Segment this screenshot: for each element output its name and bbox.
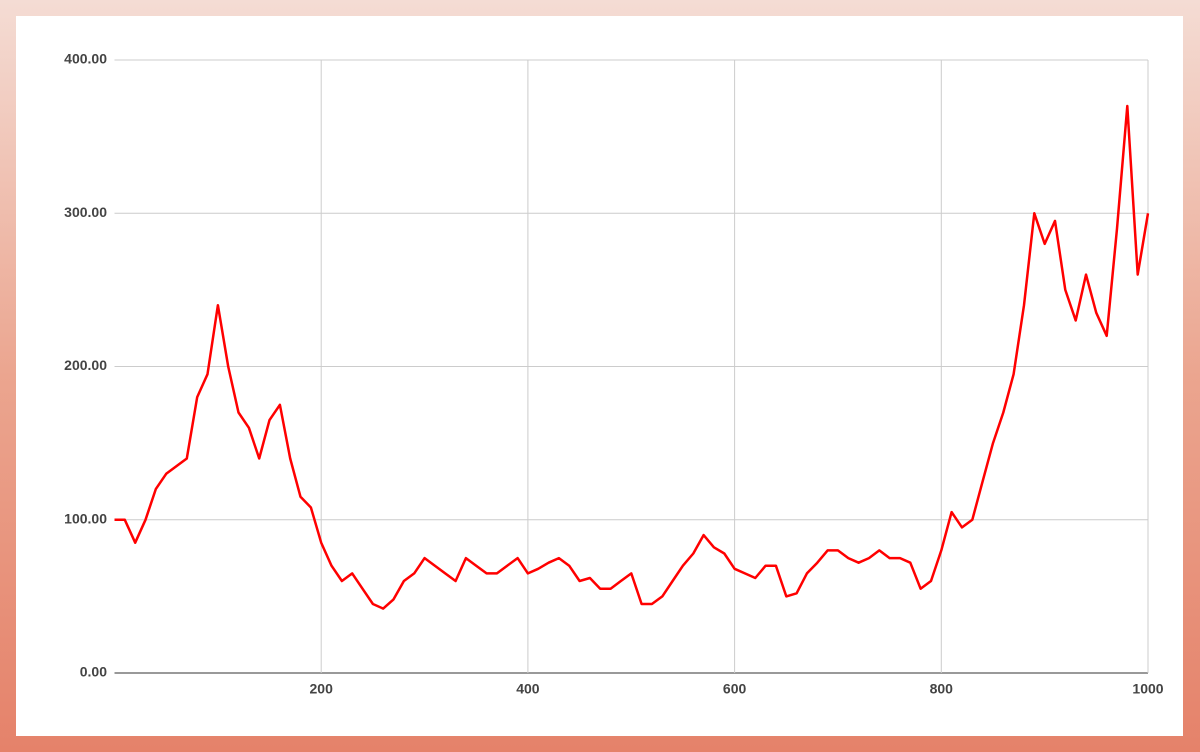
x-tick-label: 600 (723, 681, 747, 697)
y-tick-label: 200.00 (64, 357, 107, 373)
y-tick-label: 100.00 (64, 510, 107, 526)
y-tick-label: 300.00 (64, 204, 107, 220)
data-line (114, 104, 1150, 610)
x-tick-label: 200 (310, 681, 334, 697)
chart-card (16, 16, 1183, 736)
y-tick-label: 400.00 (64, 51, 107, 67)
y-tick-label: 0.00 (80, 664, 107, 680)
x-tick-label: 800 (930, 681, 954, 697)
x-tick-label: 1000 (1132, 681, 1163, 697)
x-tick-label: 400 (516, 681, 540, 697)
